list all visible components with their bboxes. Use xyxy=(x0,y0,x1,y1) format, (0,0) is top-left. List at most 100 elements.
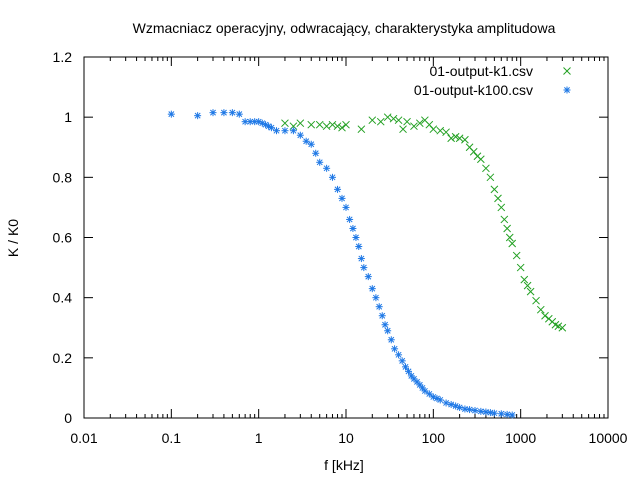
chart-title: Wzmacniacz operacyjny, odwracający, char… xyxy=(133,20,556,36)
data-point xyxy=(461,405,469,413)
data-point xyxy=(281,127,289,135)
y-tick-label: 1.2 xyxy=(53,49,73,65)
data-point xyxy=(494,194,502,203)
data-point xyxy=(512,251,521,260)
data-point xyxy=(442,399,450,407)
data-point xyxy=(338,123,346,132)
data-point xyxy=(357,255,365,263)
data-point xyxy=(466,406,474,414)
data-point xyxy=(471,406,479,414)
data-point xyxy=(378,312,386,320)
data-point xyxy=(375,303,383,311)
data-point xyxy=(436,396,444,404)
data-point xyxy=(372,294,380,302)
data-point xyxy=(503,410,511,418)
data-point xyxy=(500,215,509,224)
legend-label: 01-output-k1.csv xyxy=(430,63,534,79)
data-point xyxy=(558,323,567,332)
data-point xyxy=(241,118,249,126)
y-tick-label: 0.2 xyxy=(53,350,73,366)
data-point xyxy=(425,390,433,398)
y-tick-label: 0.4 xyxy=(53,290,73,306)
legend-marker xyxy=(563,86,571,94)
y-tick-label: 0 xyxy=(64,410,72,426)
data-point xyxy=(469,147,478,156)
data-point xyxy=(209,109,217,117)
legend: 01-output-k1.csv 01-output-k100.csv xyxy=(414,63,571,98)
x-tick-label: 10 xyxy=(338,430,354,446)
series-2 xyxy=(167,109,516,419)
series-layer xyxy=(167,109,567,419)
data-point xyxy=(342,203,350,211)
x-tick-label: 1 xyxy=(255,430,263,446)
data-point xyxy=(349,224,357,232)
data-point xyxy=(352,234,360,241)
data-point xyxy=(328,173,336,181)
data-point xyxy=(307,120,316,129)
data-point xyxy=(391,345,399,353)
data-point xyxy=(296,131,304,139)
legend-marker xyxy=(563,67,571,75)
data-point xyxy=(289,127,297,135)
data-point xyxy=(167,110,175,118)
data-point xyxy=(334,185,342,193)
data-point xyxy=(267,124,275,132)
data-point xyxy=(401,363,409,371)
data-point xyxy=(541,311,549,320)
x-axis: 0.01 0.1 1 10 100 1000 10000 xyxy=(70,57,628,446)
data-point xyxy=(486,173,495,182)
data-point xyxy=(461,135,469,144)
y-tick-label: 1 xyxy=(64,109,72,125)
data-point xyxy=(328,120,337,129)
data-point xyxy=(429,125,438,134)
y-tick-label: 0.8 xyxy=(53,169,73,185)
y-tick-label: 0.6 xyxy=(53,230,73,246)
data-point xyxy=(381,321,389,329)
data-point xyxy=(554,322,563,331)
data-point xyxy=(360,264,368,272)
data-point xyxy=(452,402,460,410)
data-point xyxy=(342,120,350,129)
data-point xyxy=(346,215,354,223)
data-point xyxy=(316,158,324,166)
data-point xyxy=(395,351,403,359)
data-point xyxy=(532,296,540,305)
data-point xyxy=(333,122,342,131)
data-point xyxy=(482,164,490,173)
data-point xyxy=(476,155,485,164)
data-point xyxy=(272,127,280,135)
data-point xyxy=(536,305,545,314)
data-point xyxy=(447,134,456,143)
data-point xyxy=(523,281,532,290)
data-point xyxy=(508,411,516,419)
data-point xyxy=(387,336,395,344)
data-point xyxy=(497,203,506,212)
data-point xyxy=(281,119,289,128)
data-point xyxy=(497,410,505,418)
data-point xyxy=(296,119,305,128)
x-tick-label: 100 xyxy=(422,430,446,446)
data-point xyxy=(490,409,498,417)
data-point xyxy=(455,134,464,143)
legend-label: 01-output-k100.csv xyxy=(414,82,533,98)
data-point xyxy=(403,117,411,126)
x-tick-label: 10000 xyxy=(589,430,628,446)
data-point xyxy=(235,110,243,118)
data-point xyxy=(477,407,485,415)
data-point xyxy=(246,118,254,126)
data-point xyxy=(442,128,450,137)
data-point xyxy=(357,125,366,134)
data-point xyxy=(394,116,403,125)
data-point xyxy=(421,387,429,395)
data-point xyxy=(322,122,331,131)
data-point xyxy=(410,122,418,131)
data-point xyxy=(451,132,460,141)
x-tick-label: 0.01 xyxy=(70,430,97,446)
data-point xyxy=(323,164,331,172)
data-point xyxy=(398,357,406,365)
data-point xyxy=(312,149,320,157)
data-point xyxy=(368,285,376,293)
data-point xyxy=(194,112,202,120)
data-point xyxy=(526,287,535,296)
